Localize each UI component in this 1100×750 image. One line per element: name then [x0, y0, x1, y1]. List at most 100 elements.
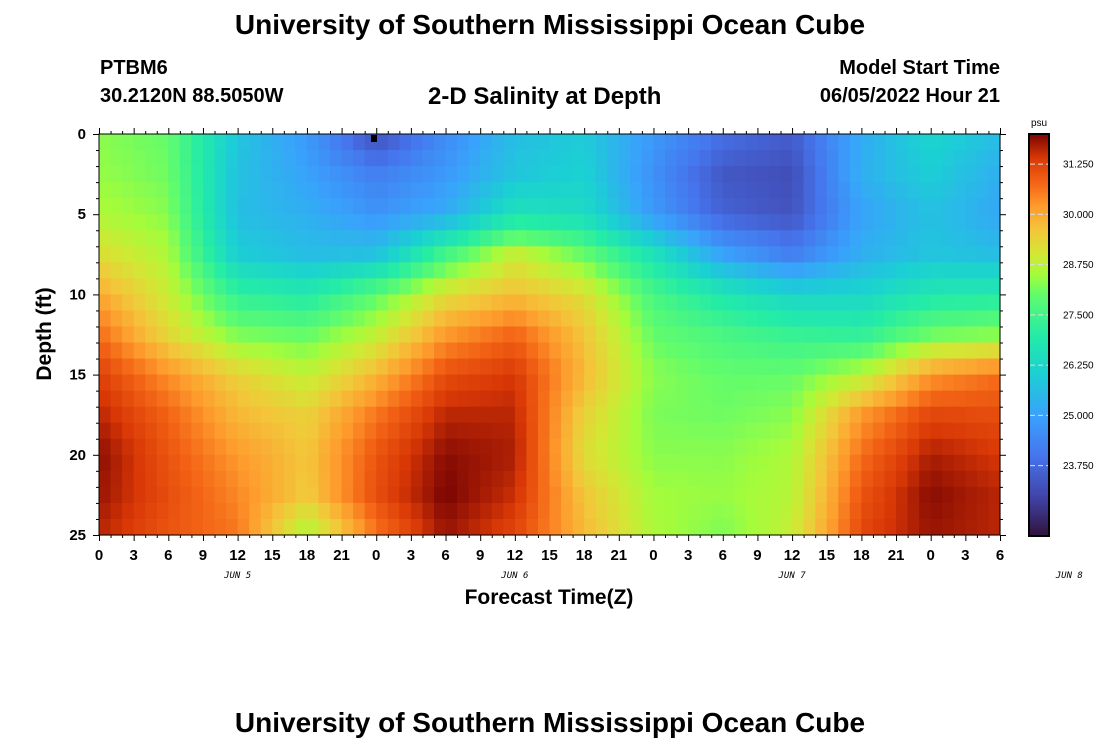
- heatmap-cell: [249, 374, 262, 392]
- heatmap-cell: [364, 230, 377, 247]
- colorbar-tick-label: 31.250: [1063, 160, 1094, 171]
- heatmap-cell: [641, 470, 655, 488]
- heatmap-cell: [145, 150, 158, 167]
- heatmap-cell: [110, 390, 123, 408]
- heatmap-cell: [722, 454, 735, 472]
- heatmap-cell: [676, 358, 689, 376]
- heatmap-cell: [514, 438, 527, 456]
- heatmap-cell: [919, 518, 932, 536]
- heatmap-cell: [607, 470, 620, 488]
- heatmap-cell: [191, 438, 204, 456]
- heatmap-cell: [861, 406, 874, 424]
- heatmap-cell: [688, 134, 701, 151]
- heatmap-cell: [145, 134, 158, 151]
- heatmap-cell: [457, 406, 470, 424]
- heatmap-cell: [237, 502, 250, 520]
- heatmap-cell: [364, 454, 377, 472]
- heatmap-cell: [99, 486, 112, 504]
- heatmap-cell: [653, 374, 666, 392]
- heatmap-cell: [630, 278, 643, 295]
- heatmap-cell: [237, 342, 250, 360]
- heatmap-cell: [249, 470, 262, 488]
- heatmap-cell: [399, 502, 412, 520]
- heatmap-cell: [214, 502, 227, 520]
- heatmap-cell: [584, 390, 597, 408]
- heatmap-cell: [226, 166, 239, 183]
- heatmap-cell: [861, 374, 874, 392]
- heatmap-cell: [861, 486, 874, 504]
- heatmap-cell: [722, 230, 735, 247]
- heatmap-cell: [410, 342, 424, 360]
- heatmap-cell: [976, 518, 990, 536]
- heatmap-cell: [722, 214, 735, 231]
- heatmap-cell: [757, 294, 770, 312]
- heatmap-cell: [399, 518, 412, 536]
- heatmap-cell: [595, 342, 608, 360]
- heatmap-cell: [930, 502, 943, 520]
- heatmap-cell: [295, 358, 308, 376]
- heatmap-cell: [630, 374, 643, 392]
- heatmap-cell: [433, 374, 447, 392]
- heatmap-cell: [122, 486, 135, 504]
- heatmap-cell: [503, 374, 516, 392]
- heatmap-cell: [607, 518, 620, 536]
- heatmap-cell: [815, 374, 828, 392]
- heatmap-cell: [179, 342, 193, 360]
- heatmap-cell: [306, 454, 320, 472]
- heatmap-cell: [480, 390, 493, 408]
- heatmap-cell: [699, 374, 712, 392]
- heatmap-cell: [572, 390, 585, 408]
- heatmap-cell: [699, 310, 712, 328]
- heatmap-cell: [942, 486, 955, 504]
- heatmap-cell: [930, 358, 943, 376]
- heatmap-cell: [457, 358, 470, 376]
- heatmap-cell: [792, 246, 805, 263]
- heatmap-cell: [607, 214, 620, 231]
- heatmap-cell: [607, 166, 620, 183]
- heatmap-cell: [641, 150, 655, 167]
- heatmap-cell: [179, 406, 193, 424]
- heatmap-cell: [665, 342, 678, 360]
- heatmap-cell: [768, 262, 782, 279]
- heatmap-cell: [491, 230, 504, 247]
- heatmap-cell: [618, 262, 631, 279]
- heatmap-cell: [549, 390, 562, 408]
- x-day-label: JUN 7: [778, 571, 807, 581]
- heatmap-cell: [745, 518, 759, 536]
- heatmap-cell: [641, 406, 655, 424]
- heatmap-cell: [156, 278, 169, 295]
- heatmap-cell: [618, 358, 631, 376]
- heatmap-cell: [306, 438, 320, 456]
- heatmap-cell: [99, 278, 112, 295]
- heatmap-cell: [179, 246, 193, 263]
- heatmap-cell: [930, 518, 943, 536]
- heatmap-cell: [156, 342, 169, 360]
- heatmap-cell: [283, 198, 296, 215]
- heatmap-cell: [330, 166, 343, 183]
- heatmap-cell: [491, 150, 504, 167]
- heatmap-cell: [410, 390, 424, 408]
- heatmap-cell: [133, 166, 146, 183]
- heatmap-cell: [145, 278, 158, 295]
- heatmap-cell: [561, 214, 574, 231]
- heatmap-cell: [745, 470, 759, 488]
- heatmap-cell: [549, 374, 562, 392]
- heatmap-cell: [665, 406, 678, 424]
- heatmap-cell: [260, 310, 273, 328]
- heatmap-cell: [330, 390, 343, 408]
- heatmap-cell: [976, 246, 990, 263]
- heatmap-cell: [387, 470, 400, 488]
- heatmap-cell: [445, 438, 458, 456]
- heatmap-cell: [803, 502, 816, 520]
- heatmap-cell: [179, 230, 193, 247]
- heatmap-cell: [376, 166, 389, 183]
- heatmap-cell: [976, 342, 990, 360]
- heatmap-cell: [445, 278, 458, 295]
- heatmap-cell: [214, 326, 227, 344]
- heatmap-cell: [422, 166, 435, 183]
- heatmap-cell: [988, 358, 1001, 376]
- heatmap-cell: [468, 326, 481, 344]
- heatmap-cell: [734, 150, 747, 167]
- heatmap-cell: [341, 470, 354, 488]
- heatmap-cell: [930, 438, 943, 456]
